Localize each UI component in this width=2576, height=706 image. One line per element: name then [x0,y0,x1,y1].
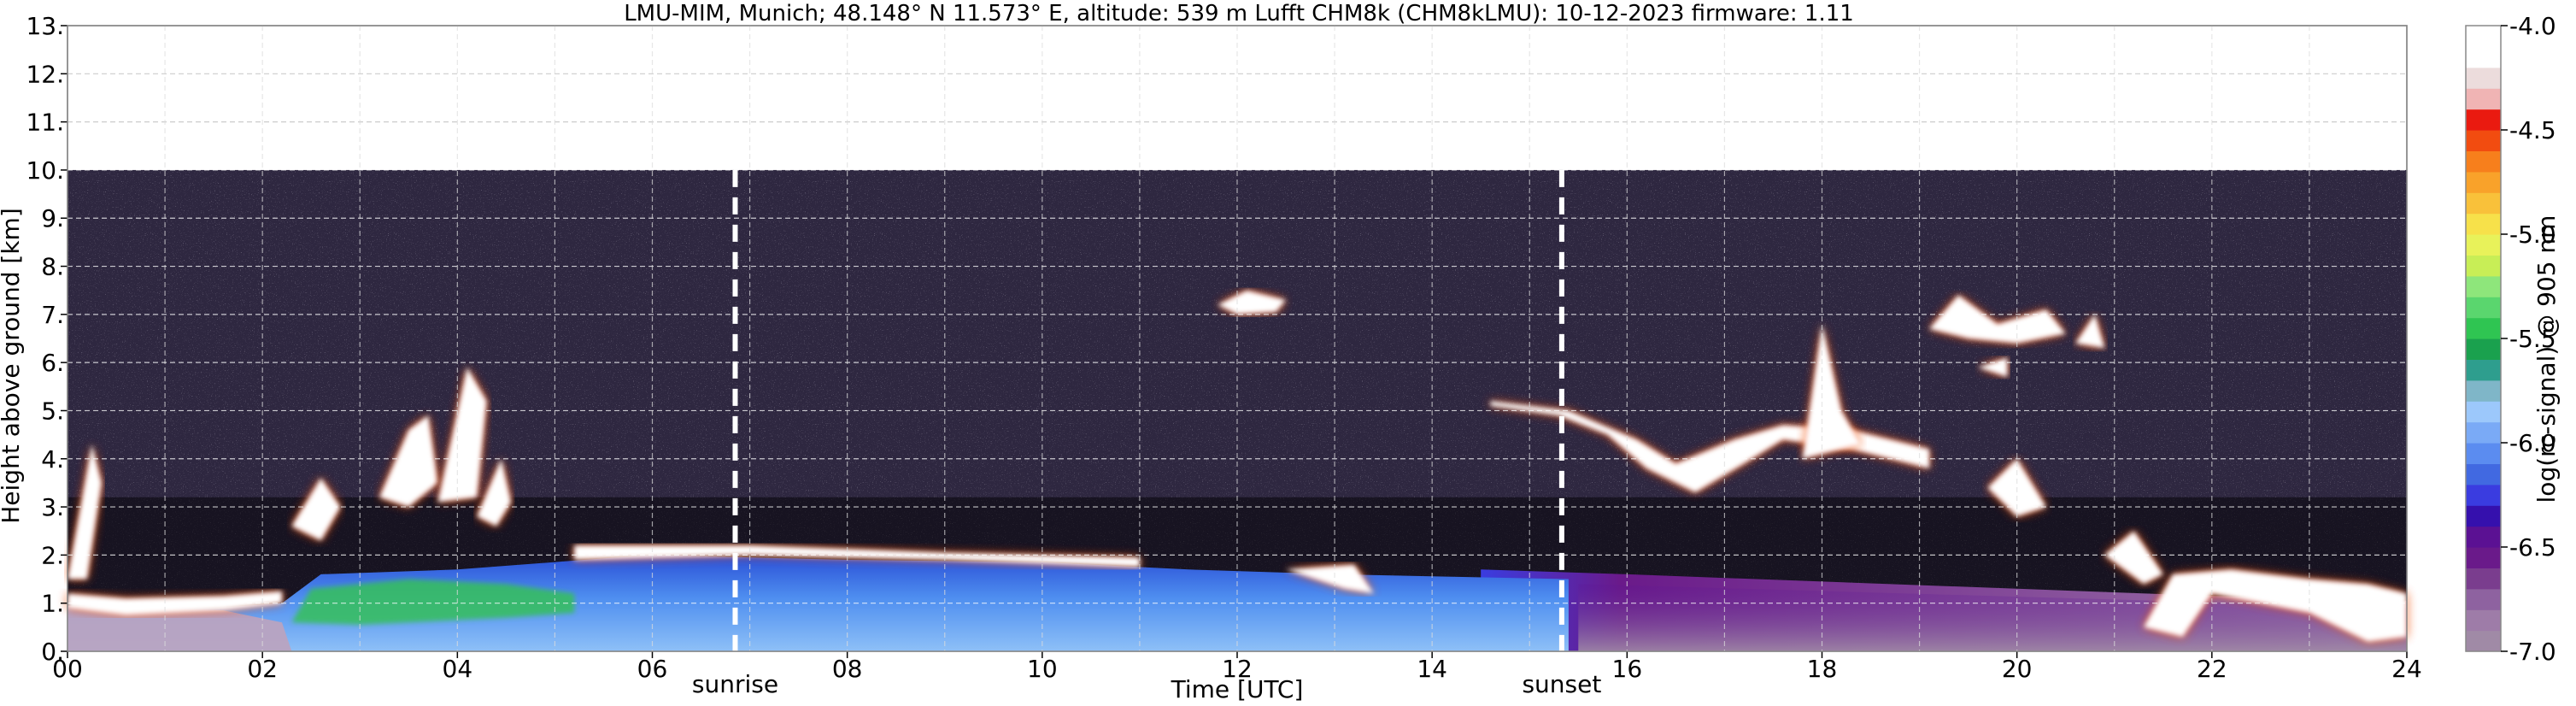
cloud-bl-top-core [574,545,1140,568]
colorbar-segment [2466,359,2501,381]
colorbar-tick-label: -5.5 [2509,325,2556,353]
colorbar-segment [2466,379,2501,402]
colorbar-tick-label: -7.0 [2509,638,2556,666]
colorbar-segment [2466,171,2501,193]
colorbar-segment [2466,609,2501,632]
x-tick-label: 02 [247,655,278,683]
cloud-high-2040-core [2075,314,2105,349]
colorbar-segment [2466,192,2501,215]
y-tick-label: 2. [41,541,64,569]
colorbar-segment [2466,255,2501,277]
x-tick-label: 16 [1612,655,1643,683]
x-axis-label: Time [UTC] [1171,675,1304,703]
colorbar-segment [2466,109,2501,131]
plot-border [67,25,2408,652]
colorbar-segment [2466,130,2501,151]
colorbar-segment [2466,568,2501,590]
colorbar-segment [2466,526,2501,548]
x-tick-label: 08 [832,655,863,683]
x-tick-label: 00 [52,655,83,683]
y-axis-label: Height above ground [km] [0,208,25,524]
x-tick-label: 06 [637,655,668,683]
colorbar-segment [2466,88,2501,110]
colorbar-segment [2466,630,2501,652]
colorbar-segment [2466,317,2501,339]
cloud-0420-core [477,458,512,527]
y-tick-label: 8. [41,253,64,281]
cloud-02-core [291,478,341,541]
boundary-layer [67,555,1569,651]
colorbar-segment [2466,443,2501,464]
y-tick-label: 7. [41,301,64,329]
aerosol-green [291,579,575,625]
cloud-1800-column-core [1802,324,1862,459]
colorbar-segment [2466,213,2501,235]
colorbar-segment [2466,463,2501,485]
y-tick-label: 13. [26,12,64,40]
residual-layer-base [1578,584,2407,651]
y-tick-label: 10. [26,156,64,185]
y-tick-label: 1. [41,590,64,618]
colorbar-segment [2466,26,2501,47]
y-tick-label: 0. [41,638,64,666]
surface-layer-left [67,605,292,651]
cloud-left-column-core [67,444,102,580]
y-tick-label: 9. [41,204,64,232]
cloud-13-core [1286,564,1374,594]
cloud-low-right-core [2144,569,2407,642]
y-tick-label: 6. [41,349,64,377]
y-tick-label: 5. [41,397,64,425]
colorbar-label: log(rc-signal) @ 905 nm [2532,215,2561,503]
colorbar-segment [2466,297,2501,319]
cloud-0400-core [437,367,487,503]
cloud-high-19-core [1929,295,2066,344]
y-tick-label: 3. [41,493,64,521]
x-tick-label: 14 [1417,655,1447,683]
colorbar-tick-label: -4.5 [2509,116,2556,144]
chart-title: LMU-MIM, Munich; 48.148° N 11.573° E, al… [624,1,1854,26]
sunrise-label: sunrise [692,670,778,698]
cloud-2100-core [2104,531,2163,585]
x-tick-label: 12 [1222,655,1253,683]
y-tick-label: 11. [26,109,64,137]
colorbar-segment [2466,421,2501,444]
x-tick-label: 22 [2197,655,2227,683]
colorbar-segment [2466,505,2501,527]
sunset-label: sunset [1522,670,1601,698]
y-tick-label: 4. [41,445,64,474]
cloud-0330-core [379,415,438,508]
y-tick-label: 12. [26,60,64,88]
colorbar-segment [2466,547,2501,568]
colorbar-segment [2466,150,2501,173]
colorbar-tick-label: -6.0 [2509,429,2556,457]
colorbar-segment [2466,401,2501,423]
cloud-high-12-core [1218,290,1286,315]
colorbar-segment [2466,234,2501,256]
x-tick-label: 18 [1807,655,1838,683]
x-tick-label: 20 [2002,655,2033,683]
x-tick-label: 24 [2391,655,2422,683]
colorbar-segment [2466,46,2501,68]
colorbar-segment [2466,67,2501,89]
colorbar-tick-label: -4.0 [2509,12,2556,40]
colorbar-segment [2466,484,2501,506]
colorbar-segment [2466,338,2501,360]
colorbar-segment [2466,275,2501,297]
x-tick-label: 10 [1027,655,1058,683]
x-tick-label: 04 [443,655,473,683]
colorbar-tick-label: -6.5 [2509,533,2556,562]
colorbar-segment [2466,588,2501,610]
colorbar-tick-label: -5.0 [2509,221,2556,249]
